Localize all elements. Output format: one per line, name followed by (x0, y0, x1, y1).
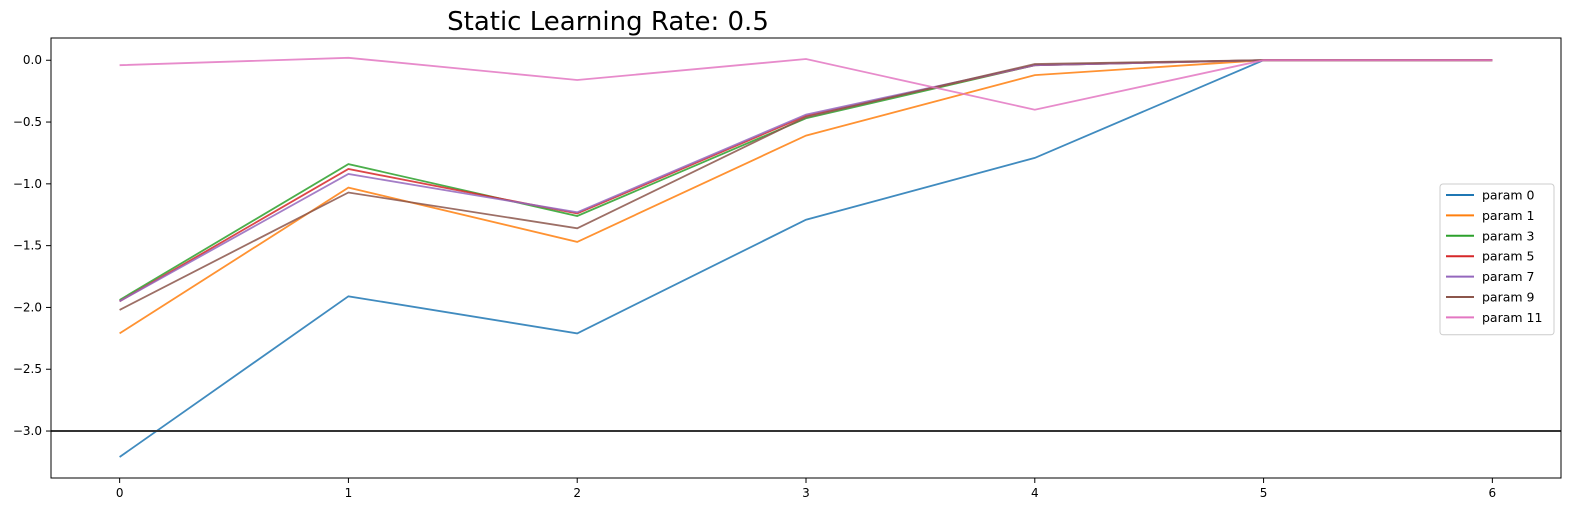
legend-label: param 1 (1482, 208, 1535, 223)
x-tick-label: 5 (1260, 486, 1268, 500)
x-tick-label: 2 (573, 486, 581, 500)
chart-title: Static Learning Rate: 0.5 (447, 7, 769, 37)
x-tick-label: 6 (1489, 486, 1497, 500)
x-tick-label: 4 (1031, 486, 1039, 500)
legend-label: param 11 (1482, 310, 1542, 325)
y-tick-label: −2.5 (13, 362, 42, 376)
y-tick-label: 0.0 (23, 53, 42, 67)
legend-label: param 7 (1482, 269, 1535, 284)
y-tick-label: −0.5 (13, 115, 42, 129)
legend-label: param 9 (1482, 290, 1535, 305)
series-line-param-11 (119, 56, 1493, 111)
series-line-param-7 (119, 59, 1493, 303)
legend-label: param 5 (1482, 249, 1535, 264)
series-line-param-0 (119, 59, 1493, 458)
axes-frame (50, 37, 1562, 479)
series-line-param-9 (119, 59, 1493, 311)
series-line-param-1 (119, 59, 1493, 335)
y-tick-label: −3.0 (13, 424, 42, 438)
legend: param 0 param 1 param 3 param 5 param 7 param… (1439, 183, 1555, 336)
plot-area: 0.0 −0.5 −1.0 −1.5 −2.0 −2.5 −3.0 0 1 2 3 4 5 6 (13, 53, 1561, 500)
y-tick-label: −1.0 (13, 177, 42, 191)
y-tick-label: −2.0 (13, 300, 42, 314)
series-line-param-3 (119, 59, 1493, 301)
legend-label: param 3 (1482, 228, 1535, 243)
series-group (51, 56, 1561, 458)
y-tick-label: −1.5 (13, 239, 42, 253)
legend-label: param 0 (1482, 188, 1535, 203)
series-line-param-5 (119, 59, 1493, 303)
x-tick-label: 0 (116, 486, 124, 500)
x-tick-label: 1 (345, 486, 353, 500)
x-tick-label: 3 (802, 486, 810, 500)
